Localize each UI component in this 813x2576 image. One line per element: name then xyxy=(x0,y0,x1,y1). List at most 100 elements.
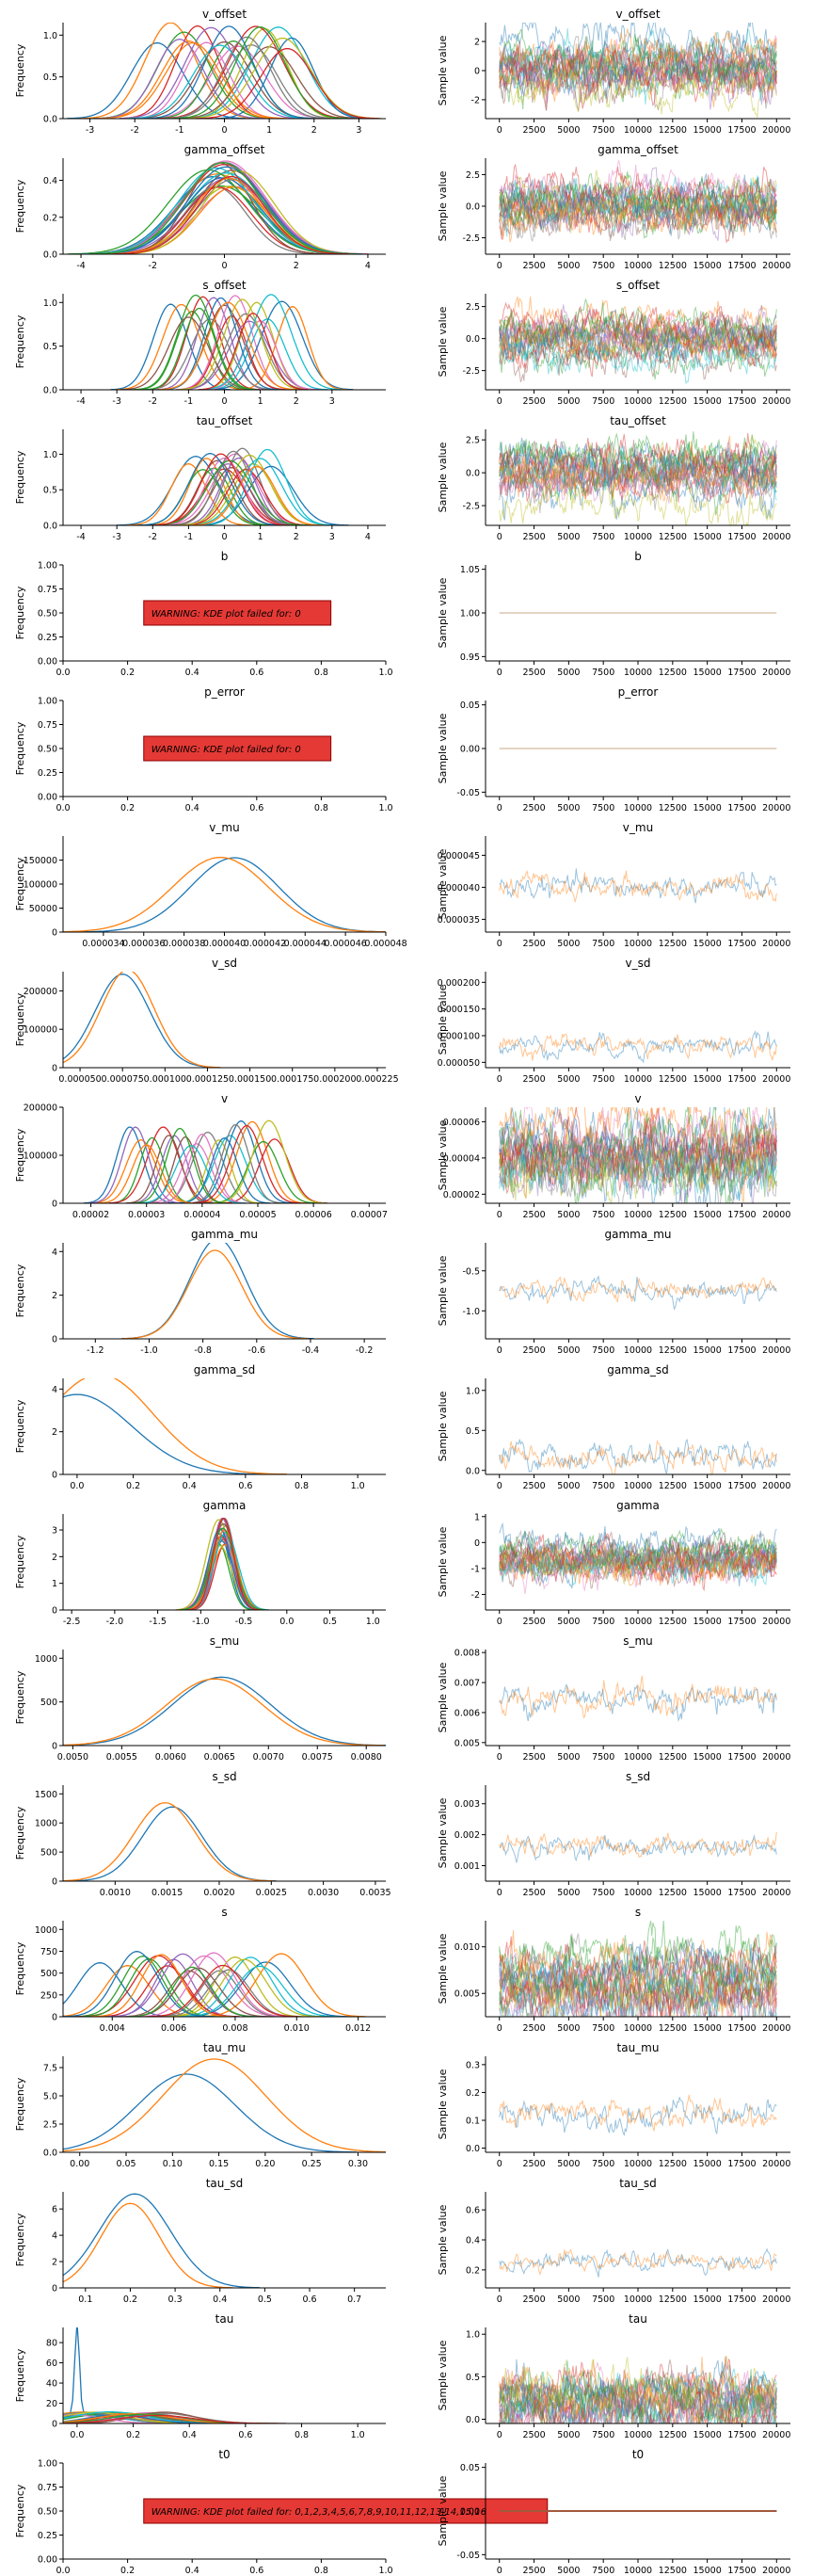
x-tick-label: 0.0025 xyxy=(256,1888,287,1898)
tau_offset-kde-series-group xyxy=(117,447,349,525)
kde-series-line xyxy=(192,1124,301,1203)
x-tick-label: 7500 xyxy=(592,2294,614,2305)
x-tick-label: 15000 xyxy=(693,1617,722,1627)
kde-series-line xyxy=(137,453,283,525)
trace-series-line xyxy=(499,171,777,221)
x-tick-label: 0.00004 xyxy=(183,1210,220,1220)
x-tick-label: 5000 xyxy=(557,803,580,813)
kde-series-line xyxy=(63,2202,233,2288)
y-tick-label: 100000 xyxy=(24,880,57,891)
y-tick-label: 1500 xyxy=(35,1790,57,1800)
x-tick-label: 12500 xyxy=(659,2023,687,2034)
x-tick-label: 5000 xyxy=(557,2159,580,2169)
y-tick-label: 2 xyxy=(474,38,480,48)
x-tick-label: 0.2 xyxy=(123,2294,137,2305)
x-tick-label: 0 xyxy=(497,1074,502,1085)
kde-series-line xyxy=(63,974,218,1068)
t0-kde-warning-text: WARNING: KDE plot failed for: 0,1,2,3,4,… xyxy=(151,2507,486,2518)
x-tick-label: 1 xyxy=(266,125,272,136)
trace-series-line xyxy=(499,179,777,231)
trace-series-line xyxy=(499,2369,777,2423)
x-tick-label: 0.0080 xyxy=(351,1752,382,1763)
x-tick-label: 2500 xyxy=(522,2159,545,2169)
kde-series-line xyxy=(109,1136,196,1203)
s_mu-kde-ylabel: Frequency xyxy=(14,1670,26,1724)
tau_mu-kde-title: tau_mu xyxy=(203,2041,246,2054)
x-tick-label: -3 xyxy=(112,532,120,542)
x-tick-label: 0.0035 xyxy=(359,1888,391,1898)
x-tick-label: 0.7 xyxy=(347,2294,361,2305)
y-tick-label: 0.4 xyxy=(43,176,57,186)
kde-series-line xyxy=(137,1145,245,1203)
y-tick-label: 0.0 xyxy=(466,469,480,479)
s_mu-kde-panel: s_mu Frequency 0.0050 0.0055 0.0060 0.0065 0.0… xyxy=(14,1634,386,1763)
x-tick-label: -4 xyxy=(76,396,85,407)
y-tick-label: 0.00 xyxy=(460,2507,480,2518)
trace-series-line xyxy=(499,2377,777,2423)
kde-series-line xyxy=(121,1243,314,1339)
x-tick-label: 0.6 xyxy=(238,1481,252,1491)
x-tick-label: 5000 xyxy=(557,2566,580,2576)
v-trace-ylabel: Sample value xyxy=(437,1119,449,1190)
t0-kde-title: t0 xyxy=(218,2448,230,2461)
kde-series-line xyxy=(63,2411,208,2423)
x-tick-label: 0 xyxy=(497,261,502,271)
y-tick-label: 0 xyxy=(52,1742,57,1752)
trace-series-line xyxy=(499,332,777,382)
gamma_mu-kde-series-group xyxy=(121,1243,314,1339)
trace-series-line xyxy=(499,870,777,903)
kde-series-line xyxy=(221,1138,327,1203)
trace-series-line xyxy=(499,1941,777,2004)
x-tick-label: 12500 xyxy=(659,1074,687,1085)
y-tick-label: 2.5 xyxy=(43,2120,57,2131)
y-tick-label: 2.5 xyxy=(466,170,480,181)
y-tick-label: 0.75 xyxy=(38,2483,57,2493)
s-trace-panel: s Sample value 0 2500 5000 7500 10000 12500 1500… xyxy=(437,1906,790,2034)
x-tick-label: 2 xyxy=(294,532,299,542)
x-tick-label: 5000 xyxy=(557,2294,580,2305)
y-tick-label: 0.001 xyxy=(454,1861,480,1872)
y-tick-label: 0 xyxy=(52,1877,57,1888)
tau_sd-kde-series-group xyxy=(63,2193,261,2288)
y-tick-label: 20 xyxy=(46,2399,57,2409)
x-tick-label: 0.000044 xyxy=(284,939,327,949)
x-tick-label: 5000 xyxy=(557,1210,580,1220)
x-tick-label: -3 xyxy=(86,125,94,136)
x-tick-label: 20000 xyxy=(762,1752,790,1763)
x-tick-label: 15000 xyxy=(693,1345,722,1356)
trace-series-line xyxy=(499,1107,777,1168)
trace-series-line xyxy=(499,1949,777,2012)
trace-series-line xyxy=(499,1978,777,2017)
trace-series-line xyxy=(499,1540,777,1589)
trace-series-line xyxy=(499,1933,777,2001)
x-tick-label: 2500 xyxy=(522,803,545,813)
trace-series-line xyxy=(499,440,777,489)
y-tick-label: 0.005 xyxy=(454,1738,480,1748)
x-tick-label: 0.6 xyxy=(302,2294,316,2305)
trace-series-line xyxy=(499,1117,777,1189)
y-tick-label: 0 xyxy=(474,1538,480,1549)
v_sd-trace-title: v_sd xyxy=(626,957,651,970)
x-tick-label: -2 xyxy=(149,261,157,271)
v-trace-panel: v Sample value 0 2500 5000 7500 10000 12500 1500… xyxy=(437,1092,790,1220)
trace-series-line xyxy=(499,448,777,497)
y-tick-label: 0.5 xyxy=(43,486,57,496)
trace-series-line xyxy=(499,1121,777,1195)
kde-series-line xyxy=(84,160,367,254)
tau_sd-trace-series-group xyxy=(499,2247,777,2278)
x-tick-label: 10000 xyxy=(624,939,652,949)
x-tick-label: 7500 xyxy=(592,1345,614,1356)
x-tick-label: 20000 xyxy=(762,532,790,542)
kde-series-line xyxy=(98,41,288,119)
trace-series-line xyxy=(499,2379,777,2423)
x-tick-label: 0.4 xyxy=(183,2430,197,2440)
trace-series-line xyxy=(499,1538,777,1582)
trace-series-line xyxy=(499,1541,777,1586)
kde-series-line xyxy=(193,465,349,525)
y-tick-label: 0.5 xyxy=(43,72,57,83)
trace-series-line xyxy=(499,55,777,111)
x-tick-label: 7500 xyxy=(592,1210,614,1220)
trace-series-line xyxy=(499,2356,777,2423)
v_offset-kde-series-group xyxy=(67,23,382,119)
x-tick-label: 7500 xyxy=(592,2566,614,2576)
